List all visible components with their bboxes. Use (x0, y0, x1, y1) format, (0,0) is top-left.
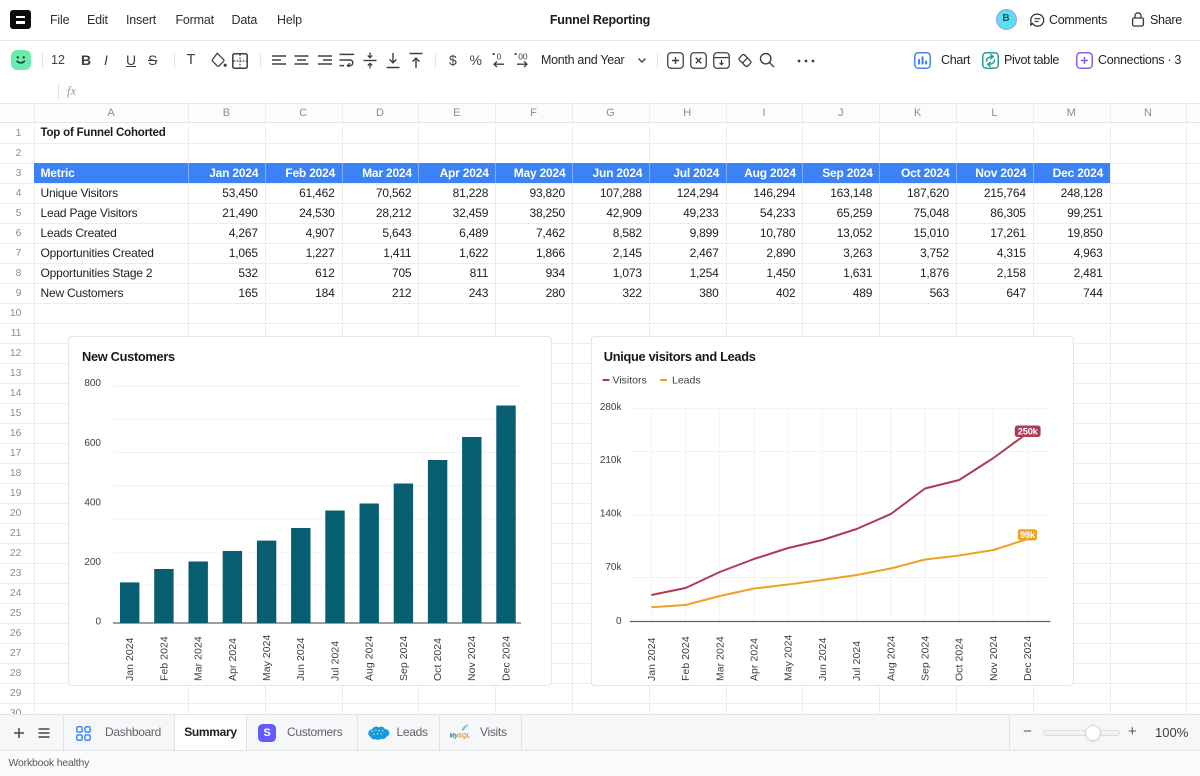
svg-text:250k: 250k (1018, 426, 1039, 436)
svg-text:0: 0 (616, 616, 622, 627)
svg-text:400: 400 (84, 497, 101, 508)
svg-text:Feb 2024: Feb 2024 (681, 636, 692, 681)
svg-text:MySQL: MySQL (450, 734, 471, 740)
svg-text:May 2024: May 2024 (784, 634, 795, 681)
svg-text:Jul 2024: Jul 2024 (852, 641, 863, 681)
svg-text:Aug 2024: Aug 2024 (365, 636, 376, 681)
svg-text:Dec 2024: Dec 2024 (1023, 636, 1034, 681)
svg-text:Leads: Leads (672, 375, 701, 387)
svg-text:0: 0 (497, 52, 502, 61)
svg-text:Apr 2024: Apr 2024 (750, 638, 761, 681)
svg-text:Sep 2024: Sep 2024 (399, 636, 410, 681)
svg-text:Dec 2024: Dec 2024 (502, 636, 513, 681)
svg-text:Oct 2024: Oct 2024 (955, 638, 966, 681)
svg-text:Jun 2024: Jun 2024 (296, 637, 307, 681)
svg-text:May 2024: May 2024 (262, 634, 273, 681)
svg-text:280k: 280k (600, 402, 623, 413)
svg-text:0: 0 (95, 617, 101, 628)
svg-text:Aug 2024: Aug 2024 (886, 636, 897, 681)
svg-text:Apr 2024: Apr 2024 (228, 638, 239, 681)
svg-text:600: 600 (84, 438, 101, 449)
svg-text:Nov 2024: Nov 2024 (989, 636, 1000, 681)
svg-text:200: 200 (84, 557, 101, 568)
svg-text:70k: 70k (605, 562, 622, 573)
svg-text:Jun 2024: Jun 2024 (818, 637, 829, 681)
svg-text:00: 00 (518, 52, 528, 61)
svg-text:140k: 140k (600, 509, 623, 520)
svg-text:Feb 2024: Feb 2024 (159, 636, 170, 681)
svg-text:210k: 210k (600, 455, 623, 466)
svg-text:Sep 2024: Sep 2024 (921, 636, 932, 681)
svg-text:800: 800 (84, 378, 101, 389)
svg-text:Mar 2024: Mar 2024 (194, 636, 205, 681)
svg-text:99k: 99k (1020, 530, 1036, 540)
svg-text:Nov 2024: Nov 2024 (467, 636, 478, 681)
svg-text:Mar 2024: Mar 2024 (715, 636, 726, 681)
svg-text:Oct 2024: Oct 2024 (433, 638, 444, 681)
svg-text:Visitors: Visitors (613, 375, 647, 387)
svg-text:New Customers: New Customers (82, 349, 175, 364)
svg-text:Jul 2024: Jul 2024 (331, 641, 342, 681)
svg-text:Jan 2024: Jan 2024 (647, 637, 658, 681)
svg-text:Unique visitors and Leads: Unique visitors and Leads (604, 349, 756, 364)
svg-text:Jan 2024: Jan 2024 (125, 637, 136, 681)
